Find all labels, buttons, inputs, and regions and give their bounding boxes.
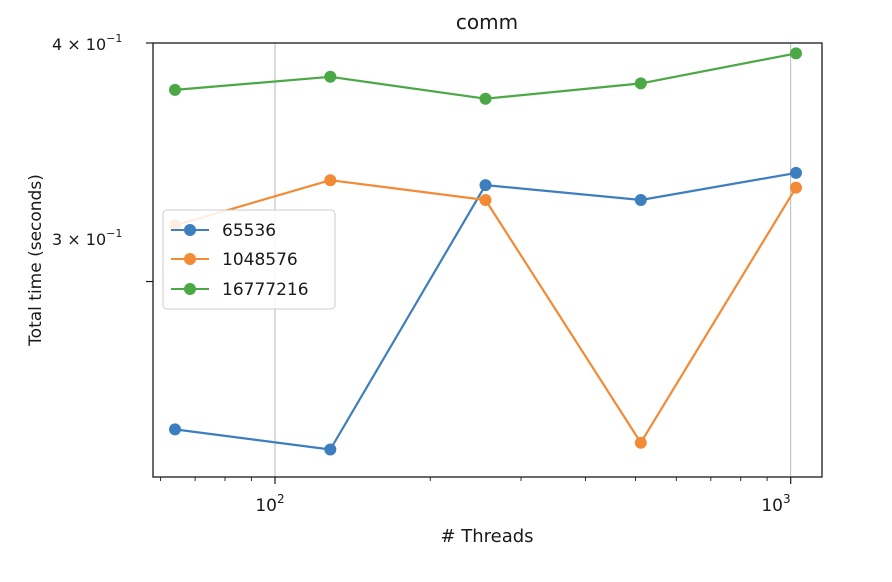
data-point-1048576-1024 (790, 181, 802, 194)
data-point-1048576-512 (634, 436, 647, 449)
y-tick-label-0.4: 4 × 10−1 (52, 32, 122, 54)
plot-frame (152, 42, 823, 478)
legend-label-16777216: 16777216 (222, 280, 309, 300)
data-point-16777216-256 (479, 92, 492, 105)
x-tick-label-1000: 103 (761, 492, 790, 516)
data-point-65536-1024 (790, 166, 802, 179)
legend-marker-16777216 (184, 283, 196, 295)
legend-entry-65536: 65536 (171, 221, 276, 241)
data-point-16777216-64 (169, 83, 181, 96)
legend: 65536 1048576 16777216 (162, 209, 336, 310)
data-point-16777216-128 (324, 70, 337, 83)
legend-label-1048576: 1048576 (222, 250, 298, 270)
data-point-65536-256 (479, 179, 492, 192)
legend-entry-1048576: 1048576 (171, 250, 298, 270)
x-tick-label-100: 102 (255, 492, 284, 516)
data-point-16777216-512 (634, 77, 647, 90)
legend-marker-1048576 (184, 253, 196, 265)
legend-box (162, 209, 336, 310)
data-point-1048576-128 (324, 174, 337, 187)
legend-marker-65536 (184, 224, 196, 236)
legend-entry-16777216: 16777216 (171, 280, 309, 300)
data-point-16777216-1024 (790, 47, 802, 60)
data-point-65536-128 (324, 443, 337, 456)
axis-ticks (146, 42, 792, 484)
y-tick-label-0.3: 3 × 10−1 (52, 227, 122, 249)
x-axis-label: # Threads (440, 526, 533, 547)
legend-label-65536: 65536 (222, 221, 276, 241)
chart-title: comm (456, 10, 518, 34)
y-axis-label: Total time (seconds) (26, 174, 46, 347)
data-point-1048576-256 (479, 194, 492, 206)
data-point-65536-512 (634, 194, 647, 206)
data-point-65536-64 (169, 423, 181, 436)
